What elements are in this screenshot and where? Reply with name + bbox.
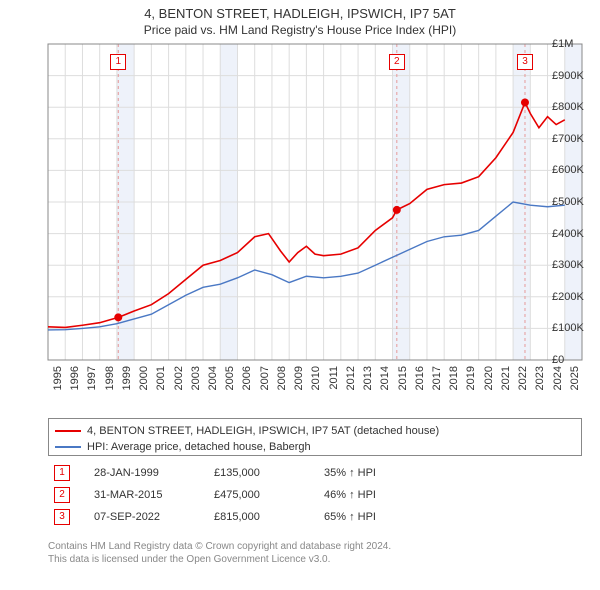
x-tick-label: 2012 xyxy=(345,366,357,390)
footer: Contains HM Land Registry data © Crown c… xyxy=(48,540,391,566)
x-tick-label: 2014 xyxy=(379,366,391,390)
x-tick-label: 2003 xyxy=(190,366,202,390)
x-tick-label: 2000 xyxy=(138,366,150,390)
x-tick-label: 2016 xyxy=(414,366,426,390)
sales-row-price: £475,000 xyxy=(214,489,324,501)
footer-line-2: This data is licensed under the Open Gov… xyxy=(48,553,391,566)
x-tick-label: 2008 xyxy=(276,366,288,390)
x-tick-label: 2015 xyxy=(397,366,409,390)
sales-row: 3 07-SEP-2022£815,00065% ↑ HPI xyxy=(54,506,414,528)
y-tick-label: £800K xyxy=(552,101,596,113)
sales-row-date: 07-SEP-2022 xyxy=(94,511,214,523)
y-tick-label: £200K xyxy=(552,291,596,303)
x-tick-label: 2024 xyxy=(552,366,564,390)
sales-row-pct: 35% ↑ HPI xyxy=(324,467,414,479)
sale-marker-box: 2 xyxy=(389,54,405,70)
sales-table: 1 28-JAN-1999£135,00035% ↑ HPI 2 31-MAR-201… xyxy=(54,462,414,528)
legend-label-price: 4, BENTON STREET, HADLEIGH, IPSWICH, IP7… xyxy=(87,425,439,437)
sale-marker-box: 3 xyxy=(517,54,533,70)
y-tick-label: £700K xyxy=(552,133,596,145)
sales-row-pct: 46% ↑ HPI xyxy=(324,489,414,501)
x-tick-label: 1996 xyxy=(69,366,81,390)
x-tick-label: 2022 xyxy=(517,366,529,390)
footer-line-1: Contains HM Land Registry data © Crown c… xyxy=(48,540,391,553)
x-tick-label: 1997 xyxy=(86,366,98,390)
x-tick-label: 2006 xyxy=(241,366,253,390)
x-tick-label: 2010 xyxy=(310,366,322,390)
y-tick-label: £100K xyxy=(552,322,596,334)
sales-row-marker: 3 xyxy=(54,509,70,525)
x-tick-label: 2019 xyxy=(465,366,477,390)
sales-row-marker: 1 xyxy=(54,465,70,481)
x-tick-label: 2023 xyxy=(534,366,546,390)
y-tick-label: £600K xyxy=(552,164,596,176)
sales-row-marker: 2 xyxy=(54,487,70,503)
x-tick-label: 1995 xyxy=(52,366,64,390)
x-tick-label: 2021 xyxy=(500,366,512,390)
x-tick-label: 2018 xyxy=(448,366,460,390)
sales-row-date: 31-MAR-2015 xyxy=(94,489,214,501)
sale-marker-box: 1 xyxy=(110,54,126,70)
x-tick-label: 2004 xyxy=(207,366,219,390)
x-tick-label: 2017 xyxy=(431,366,443,390)
x-tick-label: 2001 xyxy=(155,366,167,390)
x-tick-label: 2009 xyxy=(293,366,305,390)
y-tick-label: £900K xyxy=(552,70,596,82)
sales-row: 1 28-JAN-1999£135,00035% ↑ HPI xyxy=(54,462,414,484)
x-tick-label: 2007 xyxy=(259,366,271,390)
sales-row-date: 28-JAN-1999 xyxy=(94,467,214,479)
x-tick-label: 2002 xyxy=(173,366,185,390)
x-tick-label: 2020 xyxy=(483,366,495,390)
sales-row-price: £135,000 xyxy=(214,467,324,479)
legend-label-hpi: HPI: Average price, detached house, Babe… xyxy=(87,441,311,453)
x-tick-label: 2011 xyxy=(328,366,340,390)
x-tick-label: 2025 xyxy=(569,366,581,390)
legend: 4, BENTON STREET, HADLEIGH, IPSWICH, IP7… xyxy=(48,418,582,456)
x-tick-label: 2005 xyxy=(224,366,236,390)
sales-row: 2 31-MAR-2015£475,00046% ↑ HPI xyxy=(54,484,414,506)
y-tick-label: £500K xyxy=(552,196,596,208)
legend-swatch-hpi xyxy=(55,446,81,448)
y-tick-label: £0 xyxy=(552,354,596,366)
sales-row-price: £815,000 xyxy=(214,511,324,523)
y-tick-label: £300K xyxy=(552,259,596,271)
y-tick-label: £400K xyxy=(552,228,596,240)
x-tick-label: 2013 xyxy=(362,366,374,390)
x-tick-label: 1999 xyxy=(121,366,133,390)
sales-row-pct: 65% ↑ HPI xyxy=(324,511,414,523)
x-tick-label: 1998 xyxy=(104,366,116,390)
y-tick-label: £1M xyxy=(552,38,596,50)
chart-svg xyxy=(0,0,600,420)
legend-swatch-price xyxy=(55,430,81,432)
